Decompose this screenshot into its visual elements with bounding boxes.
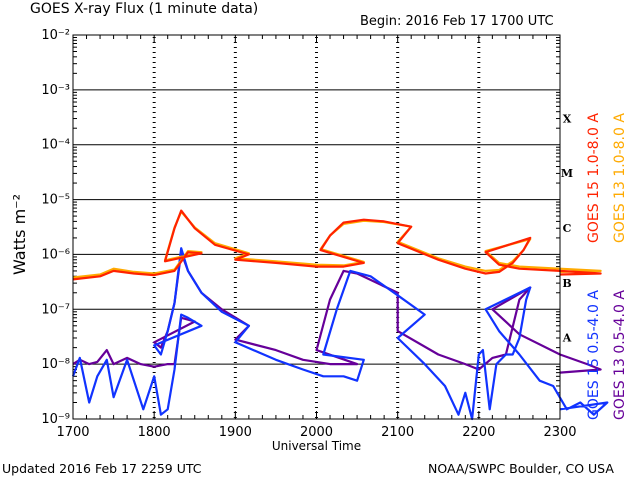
axis-layer xyxy=(72,34,561,420)
y-tick-label: 10⁻³ xyxy=(41,83,70,98)
x-tick-label: 2300 xyxy=(543,425,576,440)
legend-entry: GOES 15 0.5-4.0 A xyxy=(586,290,602,420)
series-goes-15-0-5-4-0-a xyxy=(71,247,609,421)
x-tick-label: 1800 xyxy=(138,425,171,440)
chart-title: GOES X-ray Flux (1 minute data) xyxy=(30,1,259,17)
source-credit: NOAA/SWPC Boulder, CO USA xyxy=(428,461,614,476)
series-goes-13-0-5-4-0-a xyxy=(72,251,602,374)
y-tick-label: 10⁻⁹ xyxy=(41,412,70,427)
flare-class-label-a: A xyxy=(562,332,572,345)
legend-entry: GOES 15 1.0-8.0 A xyxy=(586,113,602,243)
series-layer xyxy=(71,209,609,421)
y-axis-label: Watts m⁻² xyxy=(10,193,29,275)
y-tick-label: 10⁻² xyxy=(41,28,70,43)
x-tick-label: 2100 xyxy=(381,425,414,440)
series-goes-15-1-0-8-0-a xyxy=(72,209,602,281)
legend-entry: GOES 13 0.5-4.0 A xyxy=(612,290,628,420)
x-axis-label: Universal Time xyxy=(272,439,361,453)
y-tick-label: 10⁻⁴ xyxy=(41,138,70,153)
begin-time-label: Begin: 2016 Feb 17 1700 UTC xyxy=(360,14,554,29)
y-tick-label: 10⁻⁵ xyxy=(41,193,70,208)
flare-class-label-c: C xyxy=(563,222,572,235)
y-tick-label: 10⁻⁶ xyxy=(41,247,70,262)
x-tick-label: 2200 xyxy=(462,425,495,440)
flare-class-label-x: X xyxy=(563,112,572,125)
updated-timestamp: Updated 2016 Feb 17 2259 UTC xyxy=(2,461,202,476)
flare-class-label-b: B xyxy=(562,277,571,290)
x-tick-label: 2000 xyxy=(300,425,333,440)
plot-frame xyxy=(72,34,561,420)
legend-entry: GOES 13 1.0-8.0 A xyxy=(612,113,628,243)
x-tick-label: 1700 xyxy=(56,425,89,440)
flare-class-label-m: M xyxy=(561,167,573,180)
x-tick-label: 1900 xyxy=(219,425,252,440)
y-tick-label: 10⁻⁷ xyxy=(41,302,70,317)
y-tick-label: 10⁻⁸ xyxy=(41,357,70,372)
